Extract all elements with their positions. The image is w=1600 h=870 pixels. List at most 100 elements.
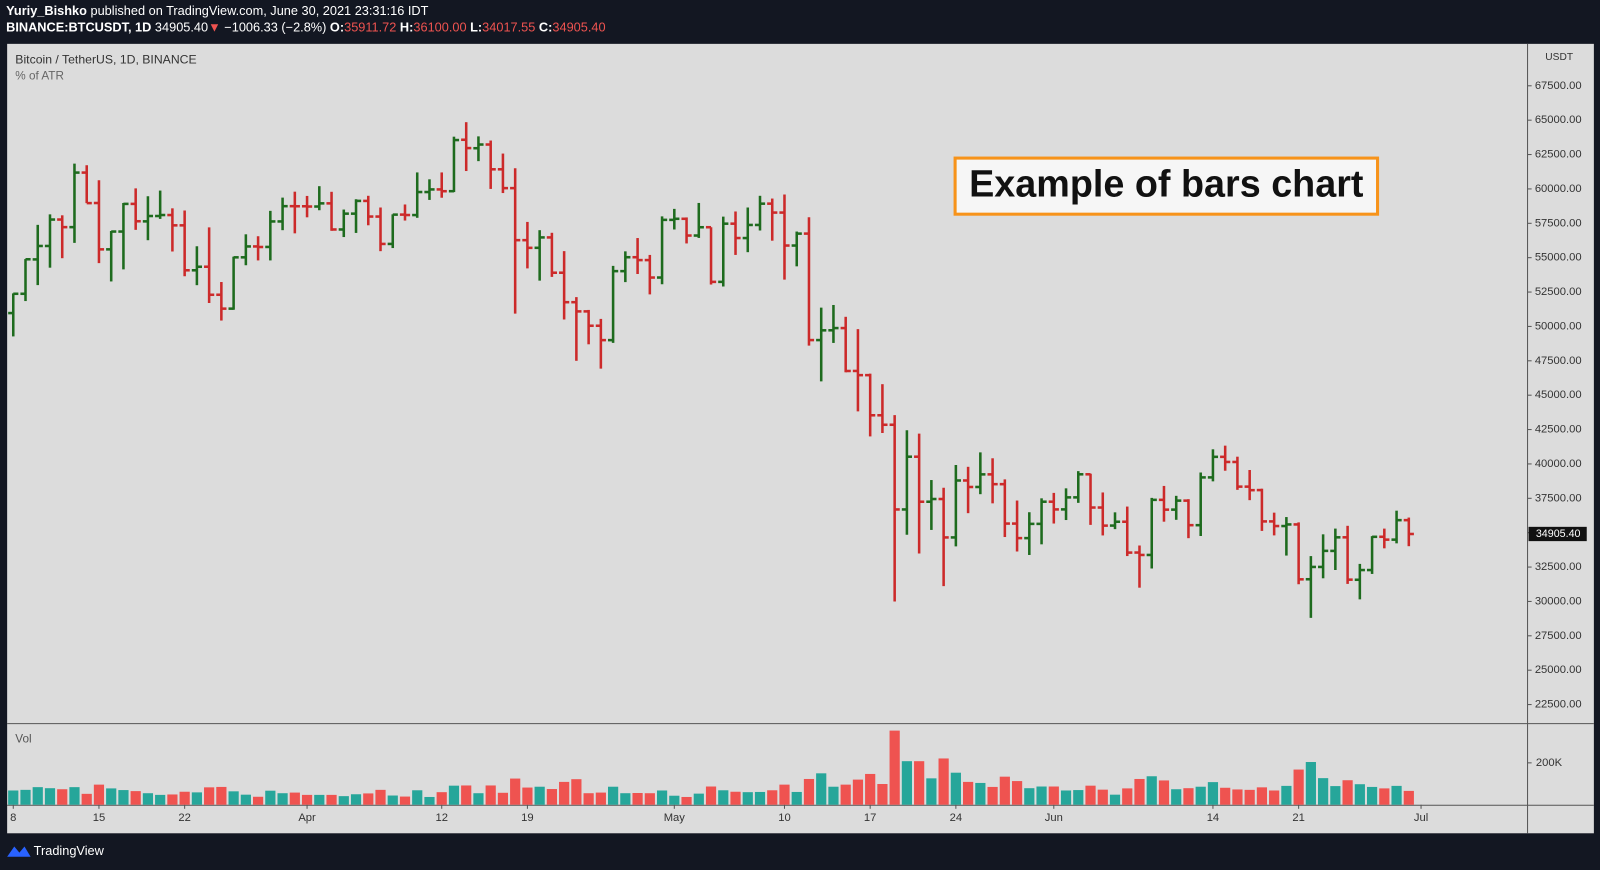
y-tick-label: 52500.00	[1535, 286, 1582, 298]
x-tick-label: May	[664, 812, 686, 824]
annotation: Example of bars chart	[969, 163, 1364, 205]
volume-bar	[510, 778, 521, 805]
volume-bar	[620, 793, 631, 805]
volume-bar	[1269, 790, 1280, 805]
volume-bar	[938, 758, 949, 805]
volume-bar	[1024, 788, 1035, 805]
volume-bar	[1048, 786, 1059, 805]
volume-bar	[228, 791, 239, 805]
volume-bar	[69, 787, 80, 805]
x-tick-label: 12	[435, 812, 447, 824]
volume-bar	[681, 796, 692, 805]
y-tick-label: 55000.00	[1535, 252, 1582, 264]
volume-bar	[448, 785, 460, 805]
volume-bar	[216, 786, 227, 805]
high-value: 36100.00	[413, 20, 466, 35]
volume-bar	[1183, 788, 1194, 805]
volume-bar	[632, 793, 643, 805]
volume-bar	[865, 773, 876, 805]
volume-bar	[93, 784, 105, 805]
volume-bar	[1011, 781, 1023, 805]
last-price: 34905.40	[155, 20, 208, 35]
volume-bar	[1109, 794, 1121, 805]
volume-bar	[1244, 789, 1255, 805]
x-tick-label: Jun	[1045, 812, 1063, 824]
volume-bar	[167, 794, 178, 805]
volume-bar	[301, 794, 313, 805]
volume-bar	[595, 792, 606, 805]
open-value: 35911.72	[344, 20, 396, 35]
volume-bar	[877, 783, 888, 805]
volume-bar	[730, 791, 741, 805]
x-tick-label: 17	[864, 812, 876, 824]
y-tick-label: 27500.00	[1535, 630, 1582, 642]
volume-bar	[1354, 784, 1365, 805]
y-tick-label: 60000.00	[1535, 183, 1582, 195]
volume-bar	[412, 790, 423, 805]
x-tick-label: 22	[178, 812, 190, 824]
volume-bar	[644, 793, 655, 805]
volume-bar	[1146, 776, 1157, 805]
close-value: 34905.40	[552, 20, 605, 35]
y-tick-label: 32500.00	[1535, 561, 1582, 573]
volume-bar	[387, 795, 398, 805]
volume-bar	[1060, 790, 1072, 805]
volume-bar	[1195, 786, 1206, 805]
volume-bar	[497, 792, 509, 805]
high-key: H:	[400, 20, 413, 35]
volume-bar	[656, 790, 668, 805]
volume-bar	[669, 795, 680, 805]
volume-bar	[130, 791, 141, 805]
volume-bar	[265, 790, 276, 805]
volume-bar	[1366, 786, 1378, 805]
volume-bar	[240, 794, 251, 805]
volume-bar	[1134, 778, 1145, 805]
volume-bar	[1220, 787, 1231, 805]
volume-bar	[559, 781, 570, 805]
x-tick-label: 24	[950, 812, 962, 824]
volume-bar	[1036, 786, 1047, 805]
volume-bar	[754, 791, 766, 805]
volume-bar	[1158, 780, 1170, 805]
y-tick-label: 67500.00	[1535, 80, 1582, 92]
volume-bar	[950, 772, 961, 805]
volume-bar	[791, 791, 802, 805]
volume-bar	[546, 789, 557, 805]
volume-bar	[289, 792, 300, 805]
y-tick-label: 62500.00	[1535, 149, 1582, 161]
volume-bar	[106, 788, 117, 805]
volume-bar	[204, 787, 215, 805]
volume-bar	[1122, 788, 1133, 805]
volume-bar	[828, 786, 839, 805]
brand: TradingView	[34, 843, 105, 858]
volume-bar	[987, 786, 998, 805]
header-line-2: BINANCE:BTCUSDT, 1D 34905.40▼ −1006.33 (…	[6, 20, 605, 35]
change-arrow: ▼	[208, 20, 221, 35]
volume-bar	[840, 784, 851, 805]
volume-bar	[963, 781, 974, 805]
volume-bar	[485, 785, 496, 805]
volume-bar	[375, 789, 386, 805]
y-tick-label: 25000.00	[1535, 664, 1582, 676]
volume-bar	[803, 778, 815, 805]
volume-bar	[1318, 778, 1329, 805]
volume-bar	[583, 793, 594, 805]
y-tick-label: 47500.00	[1535, 355, 1582, 367]
volume-bar	[338, 796, 349, 805]
volume-bar	[534, 786, 545, 805]
volume-bar	[1293, 769, 1304, 805]
volume-bar	[1391, 785, 1402, 805]
volume-bar	[926, 778, 937, 805]
low-key: L:	[470, 20, 482, 35]
volume-bar	[179, 791, 190, 805]
y-tick-label: 37500.00	[1535, 492, 1582, 504]
volume-bar	[252, 796, 264, 805]
volume-label: Vol	[15, 733, 31, 746]
volume-bar	[314, 794, 325, 805]
volume-bar	[1330, 786, 1341, 805]
x-tick-label: 10	[778, 812, 790, 824]
symbol: BINANCE:BTCUSDT, 1D	[6, 20, 151, 35]
x-tick-label: 8	[10, 812, 16, 824]
y-tick-label: 42500.00	[1535, 424, 1582, 436]
